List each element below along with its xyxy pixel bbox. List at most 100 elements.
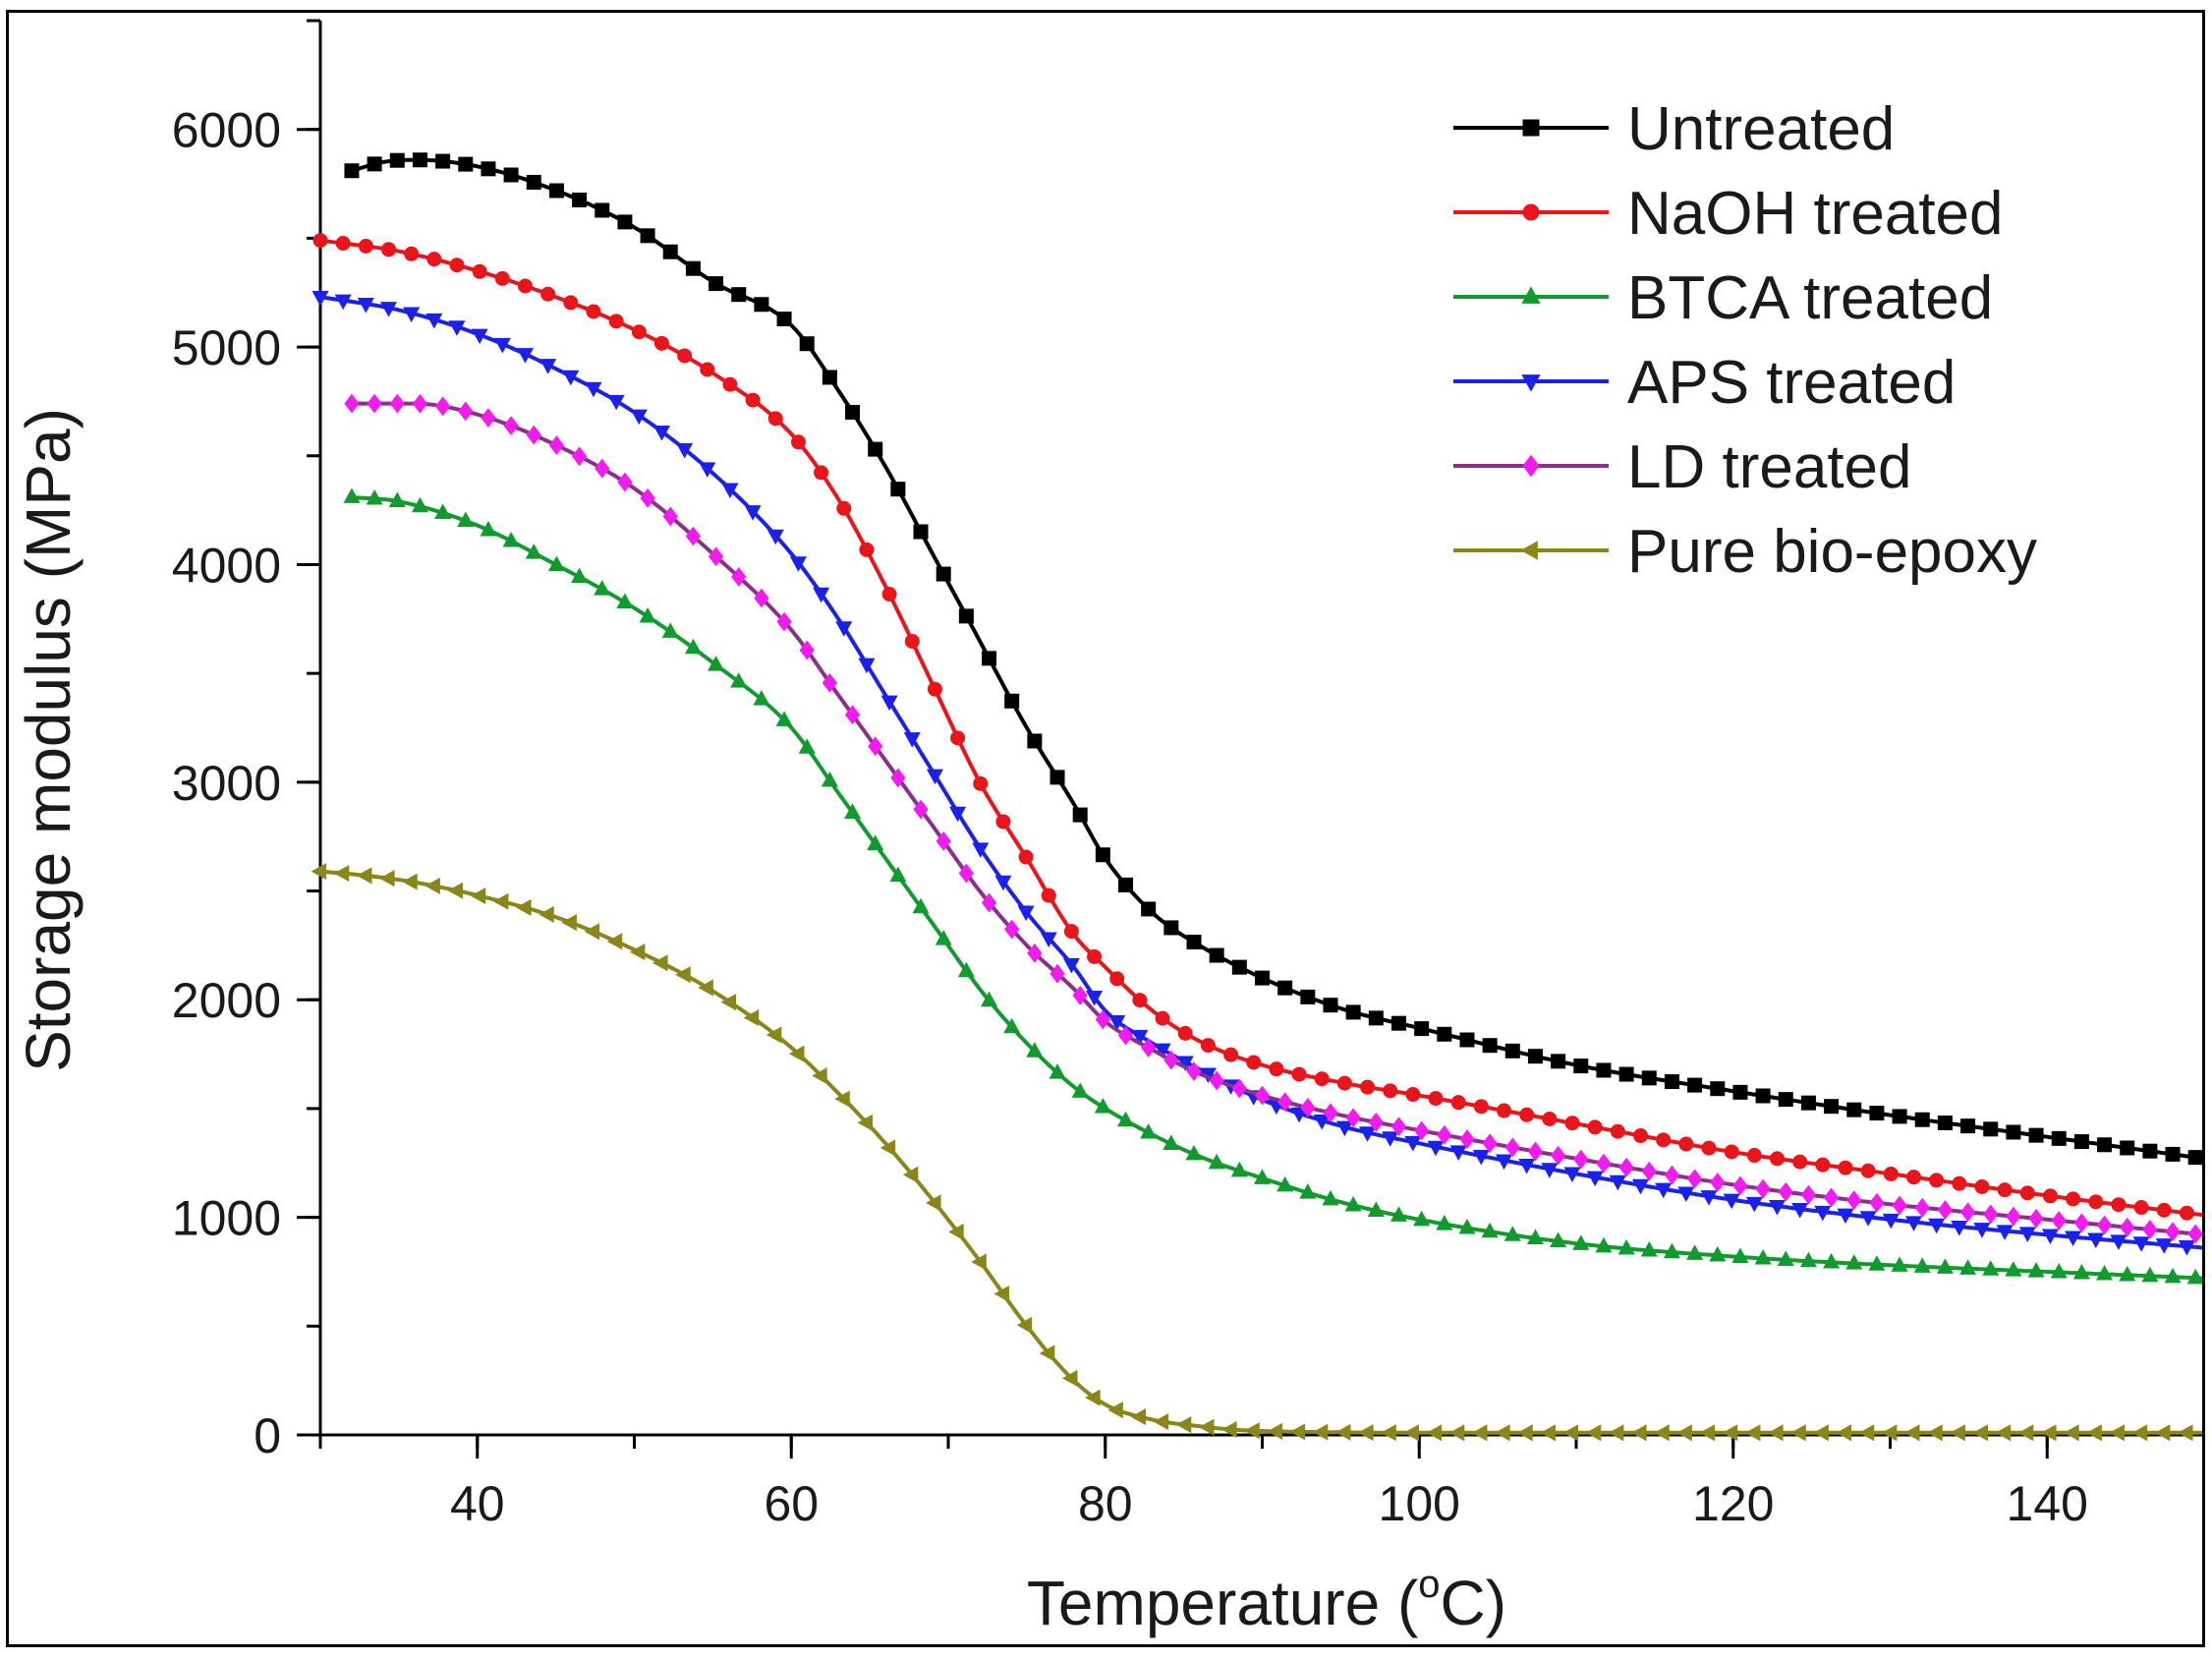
data-point	[720, 994, 737, 1011]
data-point	[1563, 1167, 1581, 1183]
series-line-pure-bio-epoxy	[319, 869, 2202, 1435]
data-point	[2142, 1220, 2158, 1239]
data-point	[789, 556, 807, 572]
data-point	[1040, 932, 1057, 948]
data-point	[571, 446, 588, 467]
data-point	[1744, 1424, 1761, 1442]
data-point	[1838, 1160, 1853, 1175]
data-point	[1837, 1208, 1854, 1225]
data-point	[731, 287, 747, 303]
data-point	[2178, 1240, 2195, 1256]
data-point	[1018, 849, 1034, 865]
data-point	[1914, 1112, 1930, 1127]
x-tick-label: 80	[1078, 1476, 1133, 1531]
data-point	[1517, 1424, 1533, 1442]
data-point	[1448, 1424, 1465, 1442]
data-point	[379, 870, 395, 887]
data-point	[1618, 1157, 1634, 1177]
data-point	[1883, 1166, 1899, 1181]
data-point	[1426, 1424, 1443, 1442]
data-point	[1724, 1144, 1739, 1160]
data-point	[1927, 1424, 1943, 1442]
data-point	[434, 396, 451, 417]
data-point	[1595, 1236, 1613, 1253]
data-point	[972, 842, 990, 858]
data-point	[1960, 1118, 1976, 1134]
data-point	[1745, 1196, 1763, 1213]
data-point	[868, 736, 883, 757]
data-point	[640, 487, 655, 508]
data-point	[1640, 1240, 1658, 1257]
data-point	[1041, 887, 1056, 903]
data-point	[1892, 1195, 1907, 1216]
data-point	[1094, 1097, 1111, 1114]
data-point	[1335, 1120, 1353, 1137]
data-point	[1869, 1192, 1885, 1213]
data-point	[1118, 877, 1134, 892]
data-point	[902, 1166, 919, 1183]
data-point	[1905, 1170, 1921, 1185]
data-point	[586, 304, 601, 319]
legend-item-naoh-treated: NaOH treated	[1453, 180, 2004, 248]
data-point	[594, 580, 611, 596]
data-point	[708, 546, 724, 567]
data-point	[1289, 1423, 1306, 1441]
data-point	[730, 672, 748, 688]
data-point	[1846, 1102, 1862, 1117]
data-point	[1061, 1369, 1078, 1387]
data-point	[480, 520, 497, 537]
data-point	[1344, 1195, 1362, 1212]
legend-item-btca-treated: BTCA treated	[1453, 264, 1993, 332]
data-point	[1367, 1201, 1385, 1217]
data-point	[1253, 1169, 1272, 1184]
data-point	[1300, 989, 1316, 1004]
data-point	[1323, 998, 1338, 1013]
series-pure-bio-epoxy	[311, 863, 2202, 1442]
data-point	[2041, 1229, 2059, 1245]
data-point	[799, 336, 815, 352]
data-point	[1518, 1158, 1536, 1174]
data-point	[1656, 1132, 1672, 1148]
data-point	[2177, 1424, 2193, 1442]
data-point	[1710, 1081, 1726, 1097]
data-point	[721, 483, 739, 499]
legend-label: Untreated	[1627, 95, 1895, 163]
data-point	[834, 1090, 850, 1108]
data-point	[1709, 1245, 1727, 1262]
data-point	[1072, 985, 1088, 1005]
data-point	[584, 923, 600, 941]
data-point	[662, 244, 678, 259]
data-point	[1358, 1424, 1374, 1442]
data-point	[333, 865, 350, 883]
data-point	[1471, 1424, 1488, 1442]
data-point	[2133, 1200, 2149, 1216]
data-point	[753, 690, 770, 706]
data-point	[2155, 1238, 2173, 1254]
data-point	[1198, 1418, 1215, 1436]
legend-marker	[1521, 374, 1541, 392]
data-point	[481, 161, 496, 177]
data-point	[481, 408, 496, 428]
data-point	[1585, 1424, 1602, 1442]
data-point	[2051, 1211, 2067, 1231]
data-point	[2165, 1222, 2181, 1242]
data-point	[1358, 1126, 1377, 1142]
data-point	[1778, 1181, 1793, 1202]
data-point	[494, 270, 510, 286]
data-point	[1937, 1115, 1953, 1130]
data-point	[334, 294, 352, 311]
data-point	[1175, 1416, 1192, 1434]
data-point	[789, 1045, 805, 1062]
data-point	[1004, 919, 1020, 940]
data-point	[1299, 1183, 1317, 1199]
data-point	[516, 898, 532, 916]
data-point	[775, 711, 793, 726]
data-point	[1428, 1091, 1444, 1107]
figure-frame: 40 60 80 100 120 140 0 1000 2000 3000 4000 5000 6000…	[6, 10, 2205, 1647]
data-point	[367, 393, 382, 414]
data-point	[1437, 1124, 1452, 1145]
y-tick-label: 5000	[172, 320, 281, 375]
data-point	[1641, 1070, 1657, 1086]
data-point	[904, 633, 920, 649]
data-point	[1754, 1249, 1772, 1265]
